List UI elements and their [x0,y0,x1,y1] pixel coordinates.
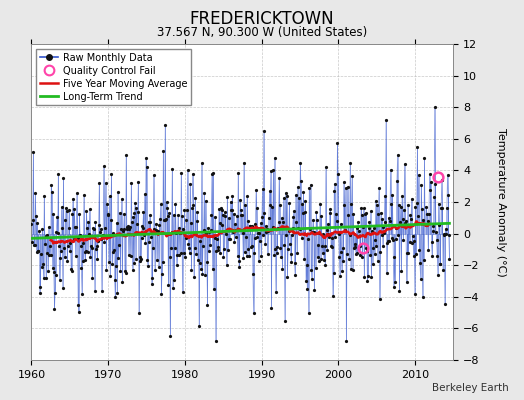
Y-axis label: Temperature Anomaly (°C): Temperature Anomaly (°C) [496,128,506,276]
Text: 37.567 N, 90.300 W (United States): 37.567 N, 90.300 W (United States) [157,26,367,39]
Text: Berkeley Earth: Berkeley Earth [432,383,508,393]
Legend: Raw Monthly Data, Quality Control Fail, Five Year Moving Average, Long-Term Tren: Raw Monthly Data, Quality Control Fail, … [36,49,191,105]
Text: FREDERICKTOWN: FREDERICKTOWN [190,10,334,28]
